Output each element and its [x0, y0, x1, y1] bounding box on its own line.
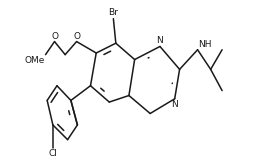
Text: NH: NH — [198, 40, 212, 49]
Text: Br: Br — [109, 8, 118, 17]
Text: O: O — [51, 32, 58, 41]
Text: N: N — [157, 36, 163, 45]
Text: Cl: Cl — [48, 149, 57, 158]
Text: N: N — [171, 100, 178, 109]
Text: O: O — [73, 32, 80, 41]
Text: OMe: OMe — [24, 56, 45, 65]
